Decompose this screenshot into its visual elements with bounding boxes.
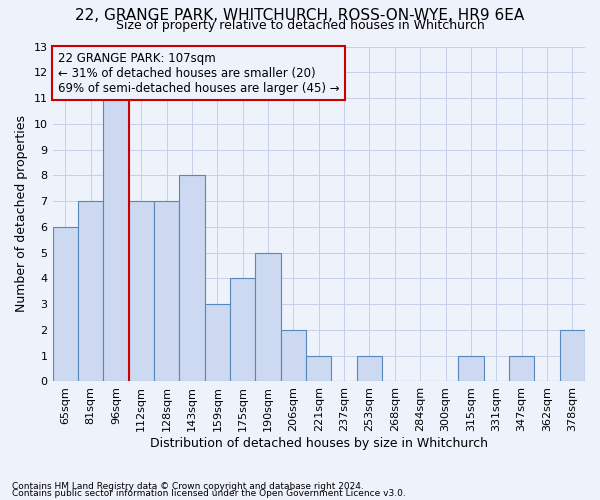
Bar xyxy=(205,304,230,382)
Y-axis label: Number of detached properties: Number of detached properties xyxy=(15,116,28,312)
Bar xyxy=(306,356,331,382)
Text: 22 GRANGE PARK: 107sqm
← 31% of detached houses are smaller (20)
69% of semi-det: 22 GRANGE PARK: 107sqm ← 31% of detached… xyxy=(58,52,340,94)
Bar xyxy=(357,356,382,382)
Text: 22, GRANGE PARK, WHITCHURCH, ROSS-ON-WYE, HR9 6EA: 22, GRANGE PARK, WHITCHURCH, ROSS-ON-WYE… xyxy=(76,8,524,22)
Text: Contains HM Land Registry data © Crown copyright and database right 2024.: Contains HM Land Registry data © Crown c… xyxy=(12,482,364,491)
Bar xyxy=(154,201,179,382)
Bar xyxy=(509,356,534,382)
Bar xyxy=(128,201,154,382)
Bar xyxy=(230,278,256,382)
Bar xyxy=(78,201,103,382)
Bar xyxy=(560,330,585,382)
Bar xyxy=(458,356,484,382)
Text: Contains public sector information licensed under the Open Government Licence v3: Contains public sector information licen… xyxy=(12,488,406,498)
Bar xyxy=(256,252,281,382)
X-axis label: Distribution of detached houses by size in Whitchurch: Distribution of detached houses by size … xyxy=(150,437,488,450)
Text: Size of property relative to detached houses in Whitchurch: Size of property relative to detached ho… xyxy=(116,19,484,32)
Bar xyxy=(53,227,78,382)
Bar xyxy=(103,98,128,382)
Bar xyxy=(281,330,306,382)
Bar xyxy=(179,176,205,382)
